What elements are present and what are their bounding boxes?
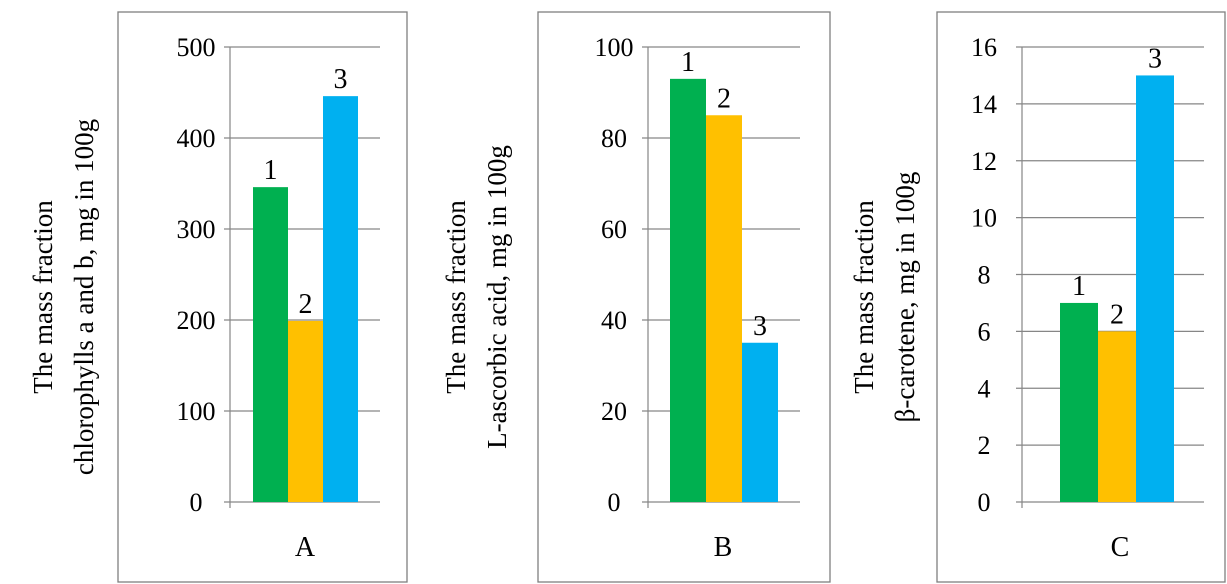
chart-panel-a: The mass fraction chlorophylls a and b, … [28,11,408,583]
chart-frame-a [117,11,408,583]
y-tick-label-c-5: 10 [971,204,997,233]
bar-label-a-1: 1 [264,155,278,186]
bar-label-b-1: 1 [681,47,695,78]
chart-panel-b: The mass fraction L-ascorbic acid, mg in… [441,11,831,583]
y-tick-label-c-7: 14 [971,90,997,119]
category-label-b: B [714,532,733,563]
chart-frame-c [936,11,1226,583]
bar-a-2 [288,320,323,502]
y-axis-label-c-line1: The mass fraction [849,200,879,394]
y-tick-label-b-3: 60 [601,215,627,244]
bar-a-1 [253,187,288,502]
y-axis-label-b-line1: The mass fraction [441,200,471,394]
y-tick-label-b-2: 40 [601,306,627,335]
y-tick-label-a-3: 300 [177,215,216,244]
y-tick-label-c-0: 0 [978,488,991,517]
y-tick-label-b-5: 100 [595,33,634,62]
plot-area-a: 0 100 200 300 400 500 1 2 3 [177,33,380,517]
y-axis-label-c-line2: β-carotene, mg in 100g [890,172,920,423]
y-tick-label-a-5: 500 [177,33,216,62]
chart-frame-b [537,11,831,583]
y-tick-label-b-4: 80 [601,124,627,153]
y-tick-label-c-1: 2 [978,431,991,460]
y-tick-label-a-2: 200 [177,306,216,335]
plot-area-b: 0 20 40 60 80 100 12 3 [595,33,800,517]
bar-c-1 [1060,302,1098,502]
y-tick-label-b-0: 0 [608,488,621,517]
y-axis-label-a-line1: The mass fraction [28,200,58,394]
y-tick-label-c-2: 4 [978,374,991,403]
chart-panel-c: The mass fraction β-carotene, mg in 100g… [849,11,1226,583]
y-axis-label-a-line2: chlorophylls a and b, mg in 100g [69,119,99,475]
bar-label-b-2: 2 [717,83,731,114]
bar-label-a-2: 2 [299,289,313,320]
bar-c-3 [1136,75,1174,502]
y-tick-label-a-1: 100 [177,397,216,426]
bar-b-2 [706,115,742,502]
bar-label-c-1: 1 [1072,271,1086,302]
category-label-a: A [295,532,316,563]
y-tick-label-c-6: 12 [971,147,997,176]
y-tick-label-a-0: 0 [190,488,203,517]
bar-b-3 [742,342,778,502]
bar-label-b-3: 3 [753,311,767,342]
y-tick-label-c-3: 6 [978,317,991,346]
bar-c-2 [1098,331,1136,502]
bar-b-1 [670,78,706,502]
y-tick-label-b-1: 20 [601,397,627,426]
y-tick-label-c-4: 8 [978,261,991,290]
bar-label-a-3: 3 [334,64,348,95]
bar-label-c-2: 2 [1110,299,1124,330]
y-axis-label-b-line2: L-ascorbic acid, mg in 100g [482,145,512,449]
category-label-c: C [1111,532,1130,563]
y-tick-label-a-4: 400 [177,124,216,153]
bar-a-3 [323,96,358,502]
y-tick-label-c-8: 16 [971,33,997,62]
bar-label-c-3: 3 [1148,43,1162,74]
